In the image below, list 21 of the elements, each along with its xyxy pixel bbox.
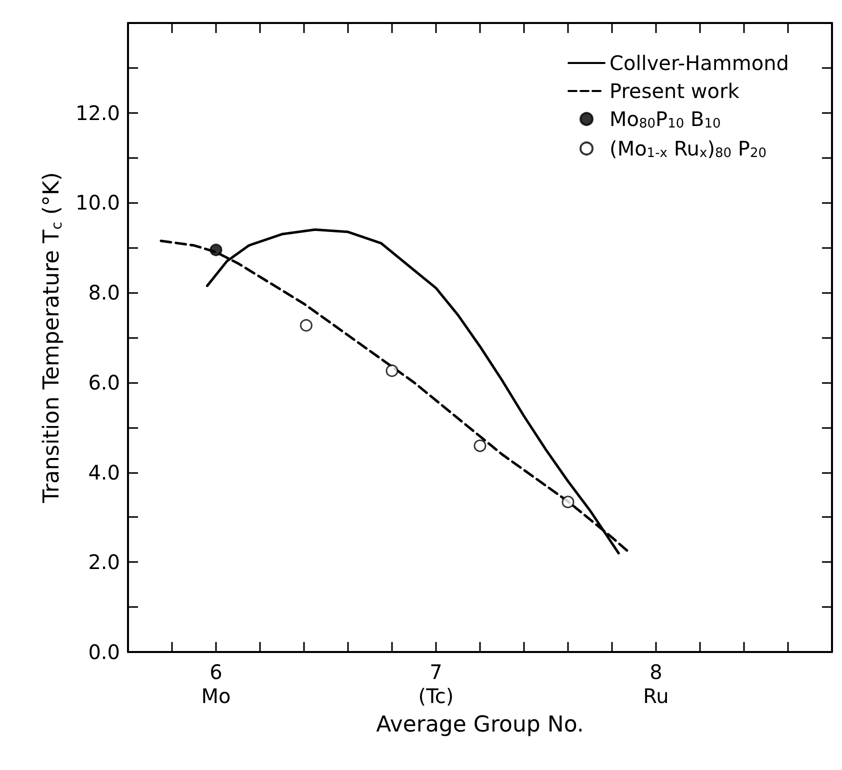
point [386,364,398,377]
y-tick-label: 2.0 [88,550,120,574]
y-tick-label: 10.0 [75,190,120,215]
point [562,496,574,508]
point [210,244,222,256]
legend-label: (Mo1-x Rux)80 P20 [610,136,766,161]
point [474,440,486,452]
legend-label: Mo80P10 B10 [610,107,721,132]
x-tick-label: 6 Mo [201,660,231,708]
legend-label: Collver-Hammond [610,51,789,75]
y-axis-title: Transition Temperature Tc (°K) [40,172,66,504]
x-tick-label: 7 (Tc) [418,660,454,708]
y-tick-label: 4.0 [88,460,120,484]
point [300,319,312,332]
x-axis-title: Average Group No. [376,712,584,738]
y-tick-label: 0.0 [88,640,120,664]
y-tick-label: 6.0 [88,370,120,394]
y-tick-label: 8.0 [88,280,120,305]
y-tick-label: 12.0 [75,100,120,125]
x-tick-label: 8 Ru [643,660,669,708]
legend-label: Present work [610,79,740,103]
